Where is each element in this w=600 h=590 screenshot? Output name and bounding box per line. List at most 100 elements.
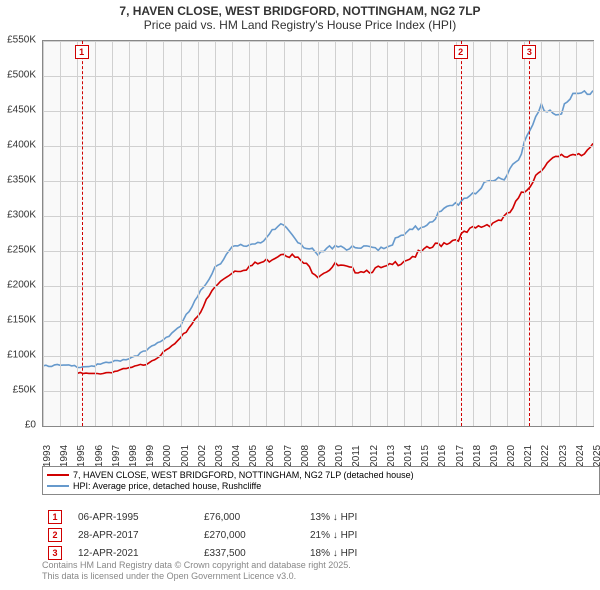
x-tick-label: 1995: [76, 445, 87, 467]
footer-line2: This data is licensed under the Open Gov…: [42, 571, 590, 582]
x-tick-label: 2005: [248, 445, 259, 467]
datapoint-marker: 2: [48, 528, 62, 542]
x-tick-label: 2016: [437, 445, 448, 467]
y-tick-label: £100K: [7, 350, 36, 361]
gridline-v: [593, 41, 594, 426]
gridline-v: [77, 41, 78, 426]
marker-line: [82, 41, 83, 426]
x-tick-label: 2006: [265, 445, 276, 467]
gridline-v: [215, 41, 216, 426]
gridline-v: [335, 41, 336, 426]
legend: 7, HAVEN CLOSE, WEST BRIDGFORD, NOTTINGH…: [42, 466, 600, 495]
datapoint-price: £337,500: [204, 548, 294, 559]
x-tick-label: 2009: [317, 445, 328, 467]
gridline-v: [421, 41, 422, 426]
x-tick-label: 2013: [386, 445, 397, 467]
datapoint-row: 312-APR-2021£337,50018% ↓ HPI: [42, 546, 590, 560]
y-tick-label: £500K: [7, 70, 36, 81]
marker-line: [529, 41, 530, 426]
x-tick-label: 2001: [180, 445, 191, 467]
gridline-v: [301, 41, 302, 426]
gridline-v: [507, 41, 508, 426]
x-tick-label: 1998: [128, 445, 139, 467]
y-tick-label: £0: [25, 420, 36, 431]
x-tick-label: 2019: [489, 445, 500, 467]
marker-box: 1: [75, 45, 89, 59]
gridline-v: [524, 41, 525, 426]
marker-box: 3: [522, 45, 536, 59]
footer-attribution: Contains HM Land Registry data © Crown c…: [42, 560, 590, 582]
x-tick-label: 2021: [523, 445, 534, 467]
gridline-v: [198, 41, 199, 426]
title-block: 7, HAVEN CLOSE, WEST BRIDGFORD, NOTTINGH…: [0, 0, 600, 34]
y-tick-label: £250K: [7, 245, 36, 256]
gridline-v: [490, 41, 491, 426]
x-tick-label: 2000: [162, 445, 173, 467]
chart-plot-area: 1 2 3: [42, 40, 594, 427]
x-tick-label: 2017: [455, 445, 466, 467]
gridline-v: [249, 41, 250, 426]
gridline-v: [352, 41, 353, 426]
x-tick-label: 2003: [214, 445, 225, 467]
gridline-v: [456, 41, 457, 426]
gridline-v: [266, 41, 267, 426]
gridline-v: [129, 41, 130, 426]
datapoint-marker: 3: [48, 546, 62, 560]
gridline-v: [438, 41, 439, 426]
gridline-v: [387, 41, 388, 426]
x-tick-label: 2023: [558, 445, 569, 467]
x-tick-label: 1993: [42, 445, 53, 467]
y-tick-label: £350K: [7, 175, 36, 186]
legend-swatch: [47, 474, 69, 476]
x-tick-label: 2022: [540, 445, 551, 467]
gridline-v: [541, 41, 542, 426]
gridline-v: [404, 41, 405, 426]
legend-label: HPI: Average price, detached house, Rush…: [73, 481, 261, 491]
title-address: 7, HAVEN CLOSE, WEST BRIDGFORD, NOTTINGH…: [0, 4, 600, 18]
gridline-v: [370, 41, 371, 426]
gridline-v: [576, 41, 577, 426]
x-tick-label: 1997: [111, 445, 122, 467]
gridline-v: [232, 41, 233, 426]
legend-swatch: [47, 485, 69, 487]
x-tick-label: 2024: [575, 445, 586, 467]
datapoint-diff: 18% ↓ HPI: [310, 548, 410, 559]
datapoint-date: 28-APR-2017: [78, 530, 188, 541]
datapoint-price: £76,000: [204, 512, 294, 523]
legend-label: 7, HAVEN CLOSE, WEST BRIDGFORD, NOTTINGH…: [73, 470, 414, 480]
y-tick-label: £400K: [7, 140, 36, 151]
y-tick-label: £550K: [7, 35, 36, 46]
gridline-v: [473, 41, 474, 426]
gridline-v: [43, 41, 44, 426]
legend-row: 7, HAVEN CLOSE, WEST BRIDGFORD, NOTTINGH…: [47, 470, 595, 480]
y-tick-label: £450K: [7, 105, 36, 116]
x-tick-label: 1999: [145, 445, 156, 467]
x-tick-label: 2002: [197, 445, 208, 467]
x-tick-label: 2025: [592, 445, 600, 467]
x-tick-label: 2007: [283, 445, 294, 467]
y-tick-label: £300K: [7, 210, 36, 221]
marker-line: [461, 41, 462, 426]
x-tick-label: 2010: [334, 445, 345, 467]
gridline-v: [559, 41, 560, 426]
x-tick-label: 2004: [231, 445, 242, 467]
marker-box: 2: [454, 45, 468, 59]
legend-row: HPI: Average price, detached house, Rush…: [47, 481, 595, 491]
footer-line1: Contains HM Land Registry data © Crown c…: [42, 560, 590, 571]
gridline-v: [112, 41, 113, 426]
x-tick-label: 1994: [59, 445, 70, 467]
y-tick-label: £200K: [7, 280, 36, 291]
x-tick-label: 2018: [472, 445, 483, 467]
x-tick-label: 2014: [403, 445, 414, 467]
chart-container: 7, HAVEN CLOSE, WEST BRIDGFORD, NOTTINGH…: [0, 0, 600, 590]
gridline-v: [95, 41, 96, 426]
gridline-v: [146, 41, 147, 426]
gridline-v: [163, 41, 164, 426]
x-tick-label: 2008: [300, 445, 311, 467]
x-tick-label: 2015: [420, 445, 431, 467]
gridline-v: [60, 41, 61, 426]
gridline-v: [318, 41, 319, 426]
y-axis: £0£50K£100K£150K£200K£250K£300K£350K£400…: [0, 40, 40, 425]
y-tick-label: £50K: [13, 385, 36, 396]
x-tick-label: 2011: [351, 445, 362, 467]
